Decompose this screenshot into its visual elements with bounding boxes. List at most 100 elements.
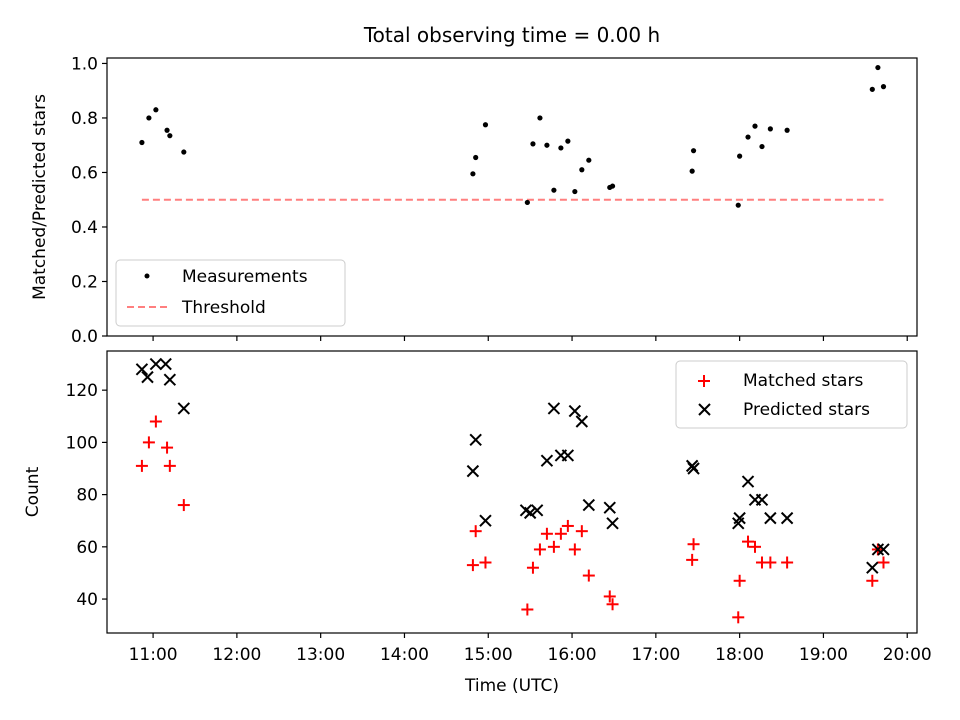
matched-star-point	[161, 441, 174, 454]
matched-star-point	[469, 525, 482, 538]
measurement-point	[139, 139, 145, 146]
matched-star-point	[177, 499, 190, 512]
measurement-point	[737, 153, 743, 159]
measurement-point	[181, 149, 187, 155]
predicted-star-point	[561, 449, 575, 462]
bottom-axes-frame	[106, 350, 918, 634]
bottom-legend-box	[675, 360, 908, 429]
legend-predicted-marker	[698, 403, 711, 416]
predicted-star-point	[177, 402, 191, 415]
bottom-legend: Matched stars Predicted stars	[675, 360, 908, 429]
matched-star-point	[149, 415, 162, 428]
legend-predicted-label: Predicted stars	[743, 400, 870, 420]
matched-star-point	[764, 556, 777, 569]
bottom-x-tick-label: 16:00	[548, 645, 597, 665]
matched-star-point	[142, 436, 155, 449]
top-y-tick-label: 0.0	[71, 327, 98, 347]
bottom-plot-marks	[135, 357, 890, 624]
bottom-y-tick-label: 80	[76, 486, 98, 506]
predicted-x-b	[530, 504, 544, 517]
predicted-x-b	[519, 504, 533, 517]
top-y-tick-label: 0.4	[71, 218, 98, 238]
matched-star-point	[533, 543, 546, 556]
predicted-star-point	[568, 404, 582, 418]
predicted-star-point	[547, 402, 561, 415]
predicted-star-point	[479, 514, 492, 527]
legend-threshold-label: Threshold	[181, 298, 266, 318]
predicted-star-point	[871, 543, 885, 556]
predicted-x-b	[603, 501, 616, 514]
predicted-x-b	[780, 511, 794, 525]
bottom-x-tick-label: 13:00	[296, 645, 345, 665]
predicted-star-point	[764, 511, 777, 525]
predicted-x-b	[741, 475, 755, 488]
matched-star-point	[733, 574, 746, 587]
matched-star-point	[877, 556, 890, 569]
matched-star-point	[135, 459, 148, 472]
bottom-x-tick-label: 11:00	[129, 645, 178, 665]
measurement-point	[473, 154, 479, 161]
top-y-tick-label: 0.8	[71, 109, 98, 129]
predicted-star-point	[159, 357, 172, 371]
legend-matched-marker	[698, 375, 710, 387]
measurement-point	[767, 126, 773, 132]
predicted-x-b	[469, 433, 482, 446]
predicted-x-b	[764, 511, 777, 525]
matched-star-point	[163, 459, 176, 472]
measurement-point	[482, 122, 489, 128]
predicted-x-b	[159, 357, 172, 371]
matched-star-point	[866, 574, 879, 587]
predicted-star-point	[866, 561, 879, 574]
top-y-axis: 0.0 0.2 0.4 0.6 0.8 1.0	[71, 54, 107, 347]
measurement-point	[784, 127, 790, 133]
predicted-star-point	[877, 543, 890, 556]
measurement-point	[558, 145, 564, 151]
predicted-star-point	[469, 433, 482, 446]
matched-star-point	[561, 519, 574, 532]
measurement-point	[609, 183, 616, 189]
predicted-x-b	[163, 373, 177, 386]
matched-star-point	[554, 527, 567, 540]
matched-star-point	[687, 538, 700, 551]
matched-star-point	[742, 535, 755, 548]
measurement-point	[689, 168, 695, 174]
legend-matched-label: Matched stars	[743, 371, 863, 391]
measurement-point	[690, 148, 697, 154]
predicted-star-point	[530, 504, 544, 517]
measurement-point	[869, 86, 875, 92]
predicted-star-point	[687, 462, 700, 475]
predicted-x-b	[523, 506, 537, 520]
predicted-star-point	[582, 498, 596, 512]
top-panel: Total observing time = 0.00 h 0.00.20.40…	[30, 23, 918, 347]
bottom-panel: 11:00 12:00 13:00 14:00 15:00 16:00 17:00 18:00…	[23, 350, 932, 696]
predicted-x-b	[606, 517, 619, 530]
bottom-y-tick-label: 120	[66, 381, 98, 401]
bottom-y-axis-label: Count	[23, 466, 43, 517]
measurement-point	[167, 133, 173, 139]
top-legend: Measurements Threshold	[115, 259, 346, 327]
matched-star-point	[749, 540, 761, 553]
predicted-star-point	[780, 511, 794, 525]
measurement-point	[524, 199, 530, 206]
predicted-star-point	[575, 415, 589, 428]
bottom-x-tick-label: 15:00	[464, 645, 513, 665]
predicted-x-b	[568, 404, 582, 418]
predicted-x-b	[877, 543, 890, 556]
predicted-star-point	[149, 357, 163, 371]
measurement-point	[146, 115, 152, 121]
matched-star-point	[686, 553, 699, 566]
matched-star-point	[526, 561, 539, 574]
legend-measurements-label: Measurements	[182, 267, 308, 287]
top-y-tick-label: 1.0	[71, 54, 98, 74]
predicted-star-point	[741, 475, 755, 488]
measurement-point	[537, 115, 543, 121]
top-axes-frame	[106, 57, 918, 337]
matched-star-point	[521, 603, 534, 616]
predicted-x-b	[687, 462, 700, 475]
predicted-star-point	[523, 506, 537, 520]
matched-star-point	[466, 559, 479, 572]
predicted-x-b	[149, 357, 163, 371]
measurement-point	[572, 188, 578, 195]
matched-star-point	[606, 598, 619, 611]
predicted-x-b	[540, 454, 554, 467]
